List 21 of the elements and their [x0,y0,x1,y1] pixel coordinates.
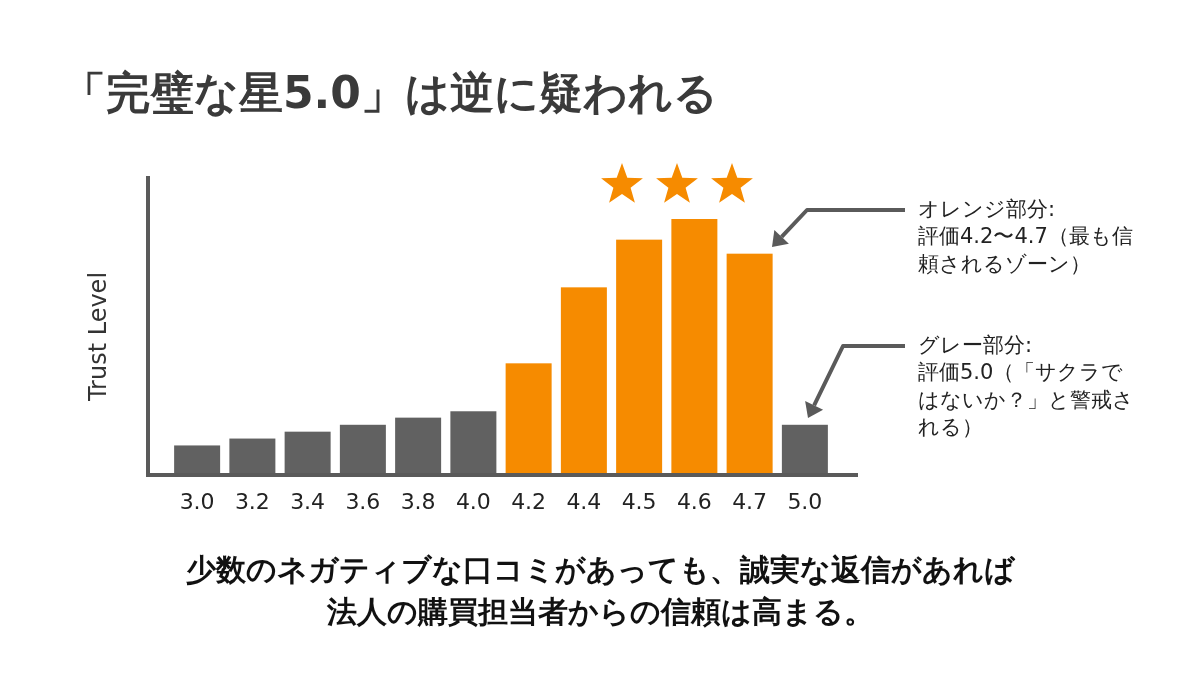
y-axis-title: Trust Level [84,271,112,403]
text: 少数のネガティブな口コミがあっても、誠実な返信があれば [185,552,1016,587]
x-tick-label: 3.8 [400,489,436,514]
chart-title: 「完璧な星5.0」は逆に疑われる [62,67,718,118]
x-tick-label: 4.7 [732,489,768,514]
x-tick-label: 4.0 [455,489,491,514]
bar [505,363,552,474]
x-tick-label: 3.6 [345,489,381,514]
x-tick-label: 4.6 [676,489,712,514]
bar [616,239,663,474]
x-tick-label: 3.2 [234,489,270,514]
bar [560,287,607,474]
x-tick-label: 4.5 [621,489,657,514]
x-tick-label: 4.2 [511,489,547,514]
x-tick-label: 4.4 [566,489,602,514]
text: 法人の購買担当者からの信頼は高まる。 [325,594,874,629]
bar [671,219,718,474]
x-tick-label: 3.0 [179,489,215,514]
x-tick-label: 3.4 [290,489,326,514]
bar [726,253,773,474]
x-tick-label: 5.0 [787,489,823,514]
